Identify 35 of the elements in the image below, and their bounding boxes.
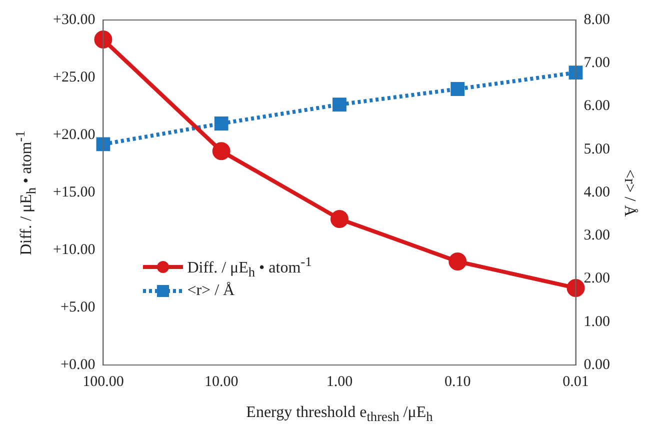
point xyxy=(332,98,346,112)
point xyxy=(96,137,110,152)
legend-label: Diff. / μE$_{h}$ • atom$^{-1}$ xyxy=(187,254,312,280)
y2-tick-label: 1.00 xyxy=(584,314,610,330)
y-tick-label: +15.00 xyxy=(52,184,96,200)
x-axis-title: Energy threshold e$_{thresh}$ /μE$_{h}$ xyxy=(246,404,433,426)
y2-tick-label: 6.00 xyxy=(584,98,610,114)
y2-tick-label: 3.00 xyxy=(584,228,610,244)
legend-label: <r> / Å xyxy=(187,282,235,300)
y-tick-label: +5.00 xyxy=(60,299,96,316)
y2-tick-label: 5.00 xyxy=(584,141,610,158)
x-tick-label: 100.00 xyxy=(82,374,124,390)
y2-tick-label: 7.00 xyxy=(584,55,610,72)
x-tick-label: 0.10 xyxy=(444,374,471,390)
y2-axis-title: <r> / Å xyxy=(620,168,638,216)
y-tick-label: +25.00 xyxy=(52,69,96,86)
point xyxy=(568,66,583,80)
y2-tick-label: 8.00 xyxy=(584,12,610,28)
x-tick-label: 10.00 xyxy=(204,374,238,390)
point xyxy=(566,278,585,297)
y2-tick-label: 0.00 xyxy=(584,356,610,373)
x-tick-label: 0.01 xyxy=(562,374,589,390)
y-tick-label: +0.00 xyxy=(60,356,96,373)
point xyxy=(212,142,230,160)
point xyxy=(448,252,467,270)
y-tick-label: +30.00 xyxy=(52,12,96,28)
point xyxy=(450,82,465,96)
y-tick-label: +10.00 xyxy=(52,242,96,258)
point xyxy=(94,30,112,49)
y-tick-label: +20.00 xyxy=(52,126,96,143)
point xyxy=(214,116,228,130)
x-tick-label: 1.00 xyxy=(326,374,353,390)
y2-tick-label: 2.00 xyxy=(584,270,610,287)
y2-tick-label: 4.00 xyxy=(584,184,610,200)
point xyxy=(330,210,348,228)
